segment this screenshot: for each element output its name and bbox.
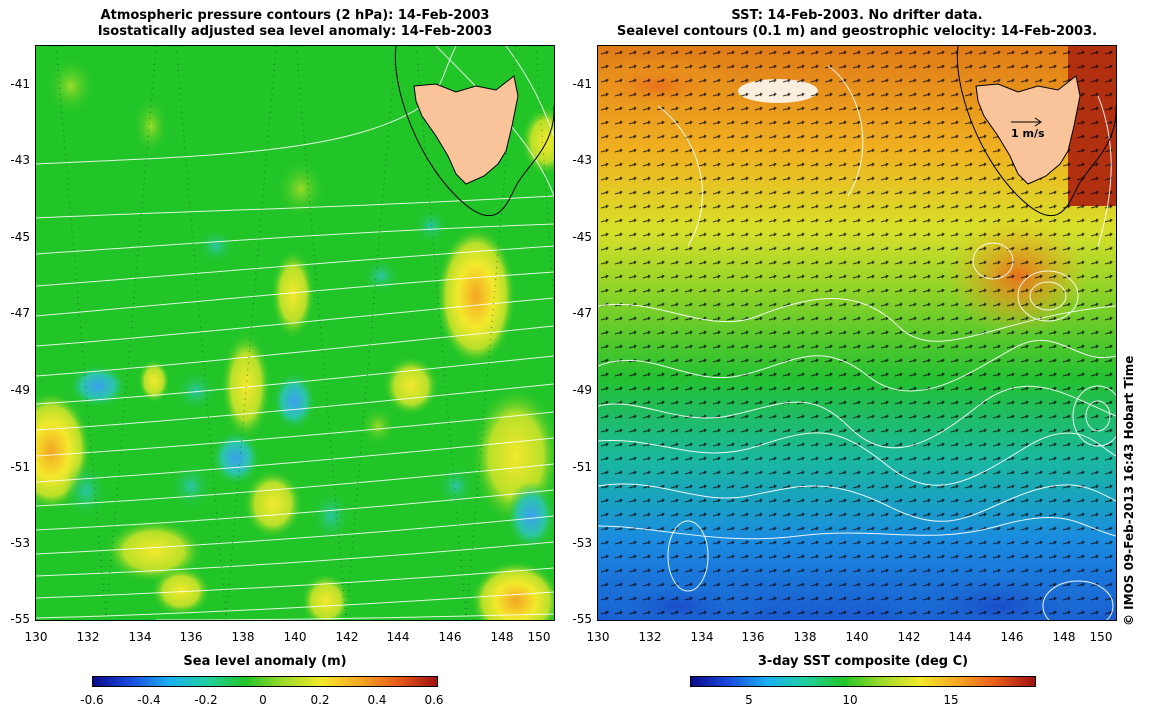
sst-colorbar-label: 15 bbox=[943, 693, 959, 707]
lon-tick: 150 bbox=[527, 630, 551, 644]
sla-colorbar-title: Sea level anomaly (m) bbox=[183, 654, 347, 669]
lon-tick: 138 bbox=[793, 630, 817, 644]
lat-tick: -41 bbox=[572, 77, 592, 91]
sst-colorbar-label: 5 bbox=[745, 693, 753, 707]
lat-tick: -49 bbox=[572, 383, 592, 397]
left-title-line2: Isostatically adjusted sea level anomaly… bbox=[97, 24, 493, 39]
lon-tick: 144 bbox=[948, 630, 972, 644]
sea-level-anomaly-map bbox=[35, 45, 555, 621]
sst-colorbar-title: 3-day SST composite (deg C) bbox=[757, 654, 969, 669]
left-title-line1: Atmospheric pressure contours (2 hPa): 1… bbox=[100, 8, 490, 23]
lon-tick: 144 bbox=[386, 630, 410, 644]
lon-tick: 132 bbox=[76, 630, 100, 644]
lon-tick: 146 bbox=[438, 630, 462, 644]
lat-tick: -41 bbox=[10, 77, 30, 91]
sst-colorbar-label: 10 bbox=[842, 693, 858, 707]
tasmania-landmass-sst bbox=[975, 75, 1081, 185]
right-title-line2: Sealevel contours (0.1 m) and geostrophi… bbox=[616, 24, 1098, 39]
sst-map: 1 m/s bbox=[597, 45, 1117, 621]
lon-tick: 130 bbox=[586, 630, 610, 644]
sst-colorbar bbox=[690, 676, 1036, 687]
lat-tick: -45 bbox=[10, 230, 30, 244]
lat-tick: -47 bbox=[10, 306, 30, 320]
sla-colorbar bbox=[92, 676, 438, 687]
lat-tick: -55 bbox=[572, 612, 592, 626]
left-map-title: Atmospheric pressure contours (2 hPa): 1… bbox=[36, 8, 554, 40]
right-title-line1: SST: 14-Feb-2003. No drifter data. bbox=[731, 8, 983, 23]
lon-tick: 142 bbox=[897, 630, 921, 644]
tasmania-landmass bbox=[413, 75, 519, 185]
lat-tick: -49 bbox=[10, 383, 30, 397]
sla-colorbar-label: 0.2 bbox=[310, 693, 330, 707]
lat-tick: -43 bbox=[572, 153, 592, 167]
lon-tick: 142 bbox=[335, 630, 359, 644]
lat-tick: -53 bbox=[10, 536, 30, 550]
lat-tick: -45 bbox=[572, 230, 592, 244]
lat-tick: -55 bbox=[10, 612, 30, 626]
velocity-scale-label: 1 m/s bbox=[1011, 127, 1045, 140]
sla-colorbar-label: 0.6 bbox=[424, 693, 444, 707]
lon-tick: 130 bbox=[24, 630, 48, 644]
lat-tick: -53 bbox=[572, 536, 592, 550]
lon-tick: 132 bbox=[638, 630, 662, 644]
lon-tick: 146 bbox=[1000, 630, 1024, 644]
lat-tick: -51 bbox=[10, 460, 30, 474]
lon-tick: 150 bbox=[1089, 630, 1113, 644]
sla-colorbar-label: -0.4 bbox=[137, 693, 161, 707]
imos-credit: © IMOS 09-Feb-2013 16:43 Hobart Time bbox=[1122, 355, 1136, 626]
lat-tick: -47 bbox=[572, 306, 592, 320]
velocity-scale-arrow: 1 m/s bbox=[1011, 117, 1045, 140]
lon-tick: 148 bbox=[1052, 630, 1076, 644]
lon-tick: 136 bbox=[741, 630, 765, 644]
sla-colorbar-label: 0 bbox=[259, 693, 267, 707]
lon-tick: 136 bbox=[179, 630, 203, 644]
lat-tick: -43 bbox=[10, 153, 30, 167]
lon-tick: 140 bbox=[845, 630, 869, 644]
lat-tick: -51 bbox=[572, 460, 592, 474]
sla-colorbar-label: 0.4 bbox=[367, 693, 387, 707]
lon-tick: 148 bbox=[490, 630, 514, 644]
lon-tick: 138 bbox=[231, 630, 255, 644]
lon-tick: 134 bbox=[128, 630, 152, 644]
lon-tick: 134 bbox=[690, 630, 714, 644]
sla-colorbar-label: -0.2 bbox=[194, 693, 218, 707]
sla-colorbar-label: -0.6 bbox=[80, 693, 104, 707]
right-map-title: SST: 14-Feb-2003. No drifter data. Seale… bbox=[598, 8, 1116, 40]
lon-tick: 140 bbox=[283, 630, 307, 644]
